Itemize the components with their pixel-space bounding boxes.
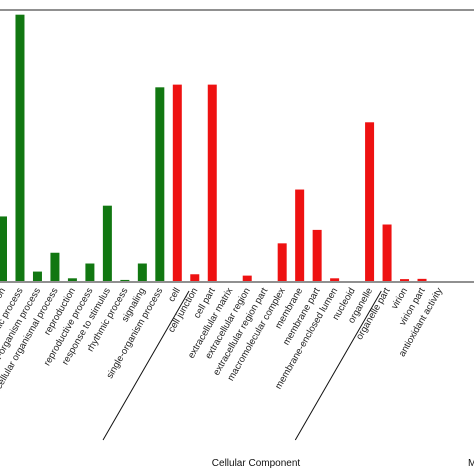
- bar-cell-junction: [190, 274, 200, 281]
- bars: [0, 14, 427, 281]
- bar-organelle: [365, 122, 375, 281]
- bar-single-organism-process: [155, 87, 165, 281]
- group-label-molecular-function: M: [468, 458, 474, 469]
- bar-metabolic-process: [15, 14, 25, 281]
- bar-signaling: [137, 263, 147, 281]
- bar-membrane: [295, 189, 305, 281]
- bar-motion: [0, 216, 7, 281]
- bar-multi-organism-process: [32, 271, 42, 281]
- bar-reproductive-process: [85, 263, 95, 281]
- bar-membrane-part: [312, 229, 322, 281]
- bar-reproduction: [67, 278, 77, 281]
- group-label-cellular-component: Cellular Component: [212, 458, 301, 469]
- bar-response-to-stimulus: [102, 205, 112, 281]
- group-divider-m: [294, 290, 382, 441]
- bar-membrane-enclosed-lumen: [330, 278, 340, 281]
- tick-label-cell: cell: [166, 286, 183, 304]
- bar-virion-part: [417, 278, 427, 281]
- bar-extracellular-region: [242, 275, 252, 281]
- bar-organelle-part: [382, 224, 392, 281]
- bar-rhythmic-process: [120, 279, 130, 281]
- bar-cell: [172, 84, 182, 281]
- bar-cell-part: [207, 84, 217, 281]
- group-divider-cellular-component: [102, 290, 190, 441]
- bar-multicellular-organismal-process: [50, 252, 60, 281]
- group-dividers: [102, 290, 382, 441]
- bar-macromolecular-complex: [277, 243, 287, 281]
- bar-virion: [400, 279, 410, 281]
